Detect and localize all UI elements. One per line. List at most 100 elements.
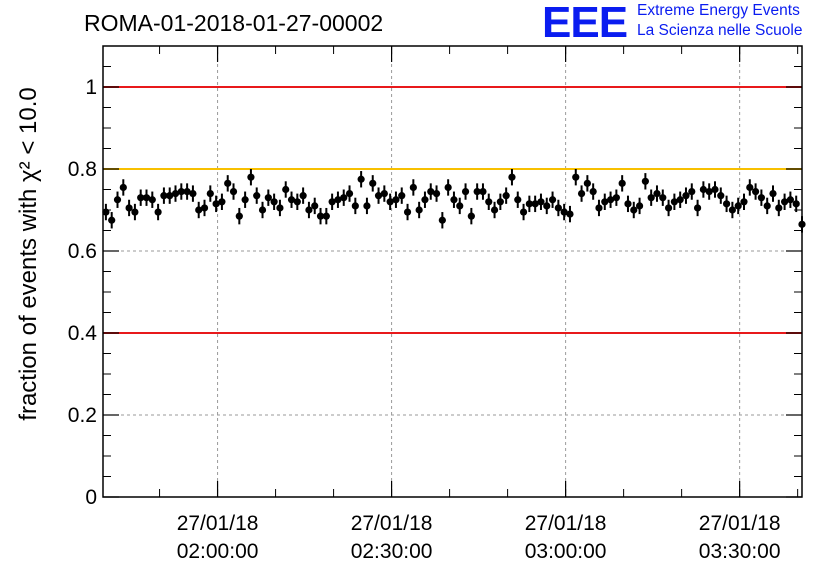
point-marker bbox=[293, 198, 301, 206]
data-point bbox=[566, 205, 574, 223]
point-marker bbox=[490, 206, 499, 214]
data-point bbox=[514, 191, 522, 208]
plot-frame bbox=[102, 45, 803, 498]
data-point bbox=[200, 199, 209, 217]
data-point bbox=[717, 187, 725, 204]
point-marker bbox=[282, 185, 290, 194]
point-marker bbox=[780, 198, 789, 206]
data-point bbox=[189, 185, 197, 202]
point-marker bbox=[137, 194, 145, 202]
data-point bbox=[195, 201, 203, 219]
point-marker bbox=[438, 216, 446, 224]
data-point bbox=[322, 207, 330, 225]
eee-logo: EEE bbox=[542, 0, 628, 47]
data-point bbox=[560, 203, 568, 221]
point-marker bbox=[548, 196, 557, 204]
point-marker bbox=[270, 198, 278, 206]
point-marker bbox=[525, 200, 533, 208]
point-marker bbox=[108, 216, 116, 224]
data-point bbox=[740, 193, 748, 210]
data-point bbox=[334, 191, 342, 208]
data-point bbox=[583, 175, 591, 192]
point-marker bbox=[212, 200, 220, 208]
data-point bbox=[612, 189, 620, 206]
data-point bbox=[235, 207, 243, 225]
data-point bbox=[757, 189, 765, 206]
point-marker bbox=[322, 212, 330, 220]
point-marker bbox=[711, 185, 719, 194]
point-marker bbox=[409, 183, 417, 192]
data-point bbox=[229, 183, 238, 200]
point-marker bbox=[682, 192, 690, 200]
point-marker bbox=[560, 208, 568, 216]
data-point bbox=[490, 201, 499, 219]
point-marker bbox=[125, 204, 133, 212]
point-marker bbox=[189, 190, 197, 198]
x-tick-date-label: 27/01/18 bbox=[525, 512, 607, 535]
x-tick-time-label: 03:30:00 bbox=[699, 540, 781, 563]
point-marker bbox=[566, 210, 574, 218]
point-marker bbox=[624, 200, 632, 208]
data-point bbox=[775, 199, 783, 217]
data-point bbox=[699, 181, 707, 198]
data-point bbox=[415, 201, 423, 219]
data-point bbox=[479, 183, 487, 200]
y-axis-title: fraction of events with χ² < 10.0 bbox=[15, 87, 42, 420]
data-point bbox=[125, 199, 133, 217]
point-marker bbox=[670, 198, 678, 206]
data-point bbox=[537, 193, 545, 210]
point-marker bbox=[751, 187, 760, 196]
chart-title: ROMA-01-2018-01-27-00002 bbox=[84, 10, 384, 36]
point-marker bbox=[577, 190, 586, 198]
data-point bbox=[676, 191, 684, 208]
x-tick-time-label: 03:00:00 bbox=[525, 540, 607, 563]
data-point bbox=[461, 183, 470, 200]
data-point bbox=[606, 191, 615, 208]
data-point bbox=[444, 179, 452, 196]
data-point bbox=[792, 195, 800, 213]
point-marker bbox=[235, 212, 243, 220]
point-marker bbox=[183, 187, 191, 196]
data-point bbox=[345, 185, 354, 202]
data-point bbox=[218, 193, 226, 210]
point-marker bbox=[728, 206, 736, 214]
point-marker bbox=[705, 187, 713, 196]
data-point bbox=[456, 197, 464, 215]
point-marker bbox=[287, 196, 296, 204]
point-marker bbox=[316, 212, 325, 220]
point-marker bbox=[427, 187, 435, 196]
data-point bbox=[734, 197, 742, 215]
point-marker bbox=[369, 179, 377, 187]
point-marker bbox=[398, 192, 406, 200]
data-point bbox=[496, 193, 504, 210]
point-marker bbox=[717, 192, 725, 200]
point-marker bbox=[357, 175, 365, 183]
data-point bbox=[421, 191, 429, 208]
point-marker bbox=[345, 190, 354, 198]
point-marker bbox=[485, 198, 493, 206]
y-tick-label: 0.6 bbox=[68, 240, 97, 263]
data-point bbox=[746, 179, 754, 196]
point-marker bbox=[241, 196, 249, 204]
data-point bbox=[485, 193, 493, 210]
y-tick-label: 0.4 bbox=[68, 322, 98, 345]
data-point bbox=[142, 189, 151, 206]
data-point bbox=[305, 201, 313, 219]
point-marker bbox=[676, 196, 684, 204]
data-point bbox=[688, 183, 696, 200]
point-marker bbox=[229, 187, 238, 196]
data-point bbox=[769, 185, 777, 202]
data-point bbox=[113, 191, 122, 208]
point-marker bbox=[392, 196, 400, 204]
data-point bbox=[577, 185, 586, 202]
point-marker bbox=[177, 187, 185, 196]
point-marker bbox=[601, 198, 609, 206]
point-marker bbox=[792, 200, 800, 208]
data-point bbox=[630, 201, 638, 219]
data-point bbox=[137, 189, 145, 206]
data-point bbox=[363, 197, 371, 215]
point-marker bbox=[583, 179, 591, 187]
data-point bbox=[380, 185, 388, 202]
point-marker bbox=[299, 192, 307, 200]
